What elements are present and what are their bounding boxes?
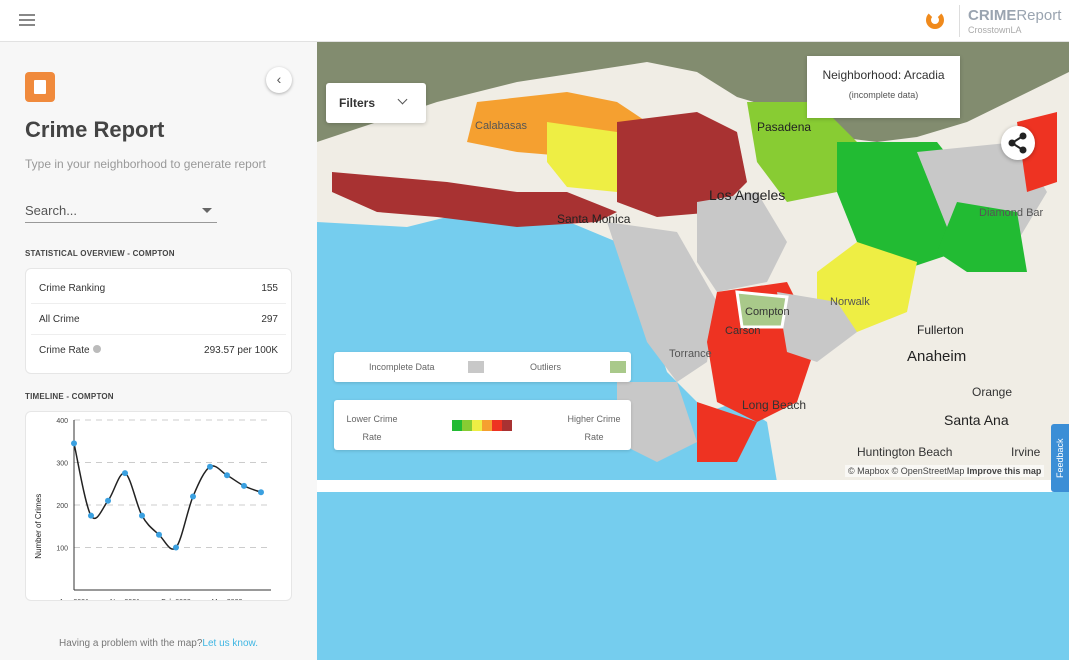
- hamburger-menu-icon[interactable]: [19, 14, 35, 26]
- map-label-los-angeles: Los Angeles: [709, 187, 786, 203]
- data-point: [105, 497, 111, 504]
- map-label-norwalk: Norwalk: [830, 296, 870, 308]
- data-point: [190, 493, 196, 500]
- share-icon: [1008, 132, 1027, 154]
- map-label-diamond-bar: Diamond Bar: [979, 207, 1044, 219]
- data-point: [241, 482, 247, 489]
- data-point: [88, 512, 94, 519]
- help-text: Having a problem with the map?Let us kno…: [58, 638, 258, 649]
- data-point: [122, 470, 128, 477]
- collapse-sidebar-button[interactable]: ‹: [266, 67, 292, 93]
- stat-row: Crime Ranking 155: [31, 273, 286, 304]
- map-label-orange: Orange: [972, 385, 1013, 399]
- data-point: [224, 472, 230, 479]
- map-label-torrance: Torrance: [669, 348, 712, 360]
- x-tick-label: May 2022: [212, 599, 243, 600]
- map-label-long-beach: Long Beach: [742, 398, 807, 412]
- x-tick-label: Aug 2021: [59, 599, 89, 600]
- neighborhood-search-input[interactable]: Search...: [25, 199, 217, 223]
- page-subtitle: Type in your neighborhood to generate re…: [25, 157, 266, 171]
- brand-subtitle: CrosstownLA: [968, 25, 1022, 35]
- map-label-huntington-beach: Huntington Beach: [857, 445, 953, 459]
- map-label-irvine: Irvine: [1011, 445, 1041, 459]
- crosstown-logo-icon: [926, 11, 944, 29]
- data-point: [258, 489, 264, 496]
- map-label-santa-ana: Santa Ana: [944, 412, 1009, 428]
- caret-down-icon: [202, 208, 212, 218]
- y-tick-label: 100: [56, 546, 68, 553]
- map-canvas[interactable]: [317, 42, 1069, 660]
- outliers-swatch: [610, 361, 626, 373]
- map-label-pasadena: Pasadena: [757, 120, 812, 134]
- map-label-fullerton: Fullerton: [917, 323, 964, 337]
- map-attribution: © Mapbox © OpenStreetMap Improve this ma…: [845, 465, 1045, 477]
- map-label-carson: Carson: [725, 325, 761, 337]
- sidebar: ‹ Crime Report Type in your neighborhood…: [0, 42, 317, 660]
- stat-row: All Crime 297: [31, 304, 286, 335]
- data-point: [156, 531, 162, 538]
- divider: [959, 5, 960, 37]
- data-point: [173, 544, 179, 551]
- timeline-heading: TIMELINE - COMPTON: [25, 392, 114, 401]
- color-scale: [452, 420, 512, 431]
- info-icon[interactable]: [92, 345, 101, 353]
- report-icon: [25, 72, 55, 102]
- chevron-down-icon: [397, 94, 408, 105]
- share-button[interactable]: [1001, 126, 1035, 160]
- data-point: [207, 463, 213, 470]
- scale-swatch: [472, 420, 482, 431]
- overview-heading: STATISTICAL OVERVIEW - COMPTON: [25, 249, 175, 258]
- neighborhood-tooltip: Neighborhood: Arcadia (incomplete data): [807, 56, 960, 118]
- feedback-tab[interactable]: Feedback: [1051, 424, 1069, 492]
- scale-swatch: [482, 420, 492, 431]
- timeline-card: 100 200 300 400 Aug 2021 Nov 2021 Feb 2022 May …: [25, 411, 292, 617]
- scale-swatch: [502, 420, 512, 431]
- top-bar: CRIMEReport CrosstownLA: [0, 0, 1069, 42]
- brand-title: CRIMEReport: [968, 7, 1062, 24]
- map-label-anaheim: Anaheim: [907, 348, 967, 365]
- legend-categories: Incomplete Data Outliers: [334, 352, 631, 382]
- incomplete-swatch: [468, 361, 484, 373]
- let-us-know-link[interactable]: Let us know.: [202, 638, 258, 649]
- map-label-compton: Compton: [745, 306, 790, 318]
- y-axis-label: Number of Crimes: [34, 494, 43, 559]
- crime-map[interactable]: Santa Monica Los Angeles Pasadena Fuller…: [317, 42, 1069, 660]
- series-line: [73, 443, 262, 550]
- y-tick-label: 400: [56, 418, 68, 425]
- map-label-santa-monica: Santa Monica: [557, 212, 631, 226]
- scale-swatch: [492, 420, 502, 431]
- scale-swatch: [452, 420, 462, 431]
- improve-map-link[interactable]: Improve this map: [966, 466, 1042, 476]
- y-tick-label: 300: [56, 461, 68, 468]
- x-tick-label: Feb 2022: [161, 599, 191, 600]
- data-point: [71, 440, 77, 447]
- stat-row: Crime Rate 293.57 per 100K: [39, 345, 278, 356]
- x-tick-label: Nov 2021: [110, 599, 140, 600]
- stats-card: Crime Ranking 155 All Crime 297 Crime Rate…: [25, 268, 292, 374]
- data-point: [139, 512, 145, 519]
- y-tick-label: 200: [56, 503, 68, 510]
- legend-scale: Lower Crime Rate Higher Crime Rate: [334, 400, 631, 450]
- map-label-calabasas: Calabasas: [475, 120, 527, 132]
- scale-swatch: [462, 420, 472, 431]
- page-title: Crime Report: [25, 117, 165, 142]
- filters-dropdown[interactable]: Filters: [326, 83, 426, 123]
- timeline-chart: 100 200 300 400 Aug 2021 Nov 2021 Feb 2022 May …: [34, 418, 271, 617]
